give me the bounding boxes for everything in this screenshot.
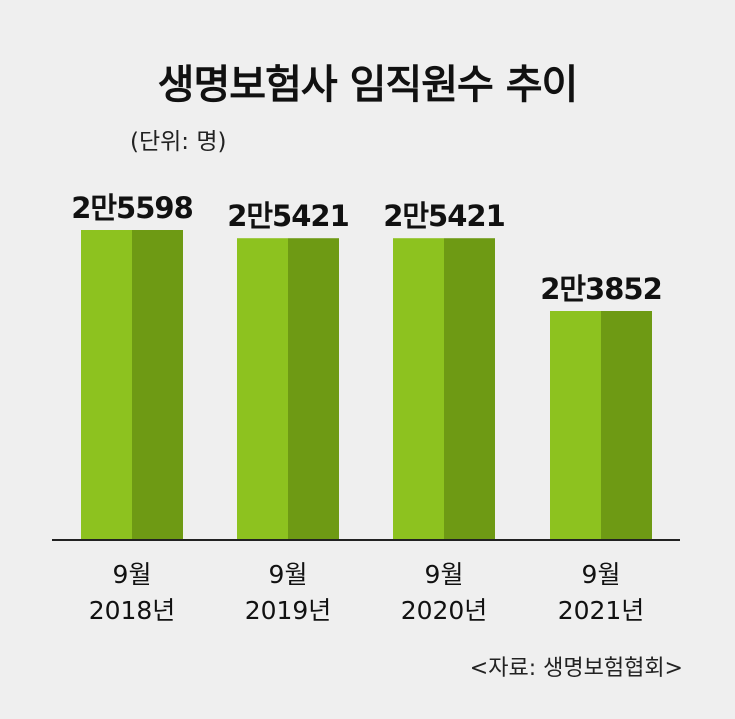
bars-group bbox=[81, 230, 652, 540]
data-label-1: 2만5421 bbox=[227, 199, 349, 233]
x-tick-year-1: 2019년 bbox=[245, 596, 332, 625]
bar-2-side bbox=[444, 238, 495, 540]
x-tick-labels-group: 9월 2018년 9월 2019년 9월 2020년 9월 2021년 bbox=[89, 560, 645, 625]
x-tick-month-3: 9월 bbox=[582, 560, 621, 589]
bar-0-front bbox=[81, 230, 132, 540]
bar-3-front bbox=[550, 311, 601, 540]
data-label-3: 2만3852 bbox=[540, 272, 662, 306]
unit-note: (단위: 명) bbox=[130, 129, 227, 155]
bar-0-side bbox=[132, 230, 183, 540]
x-tick-year-3: 2021년 bbox=[558, 596, 645, 625]
data-label-2: 2만5421 bbox=[383, 199, 505, 233]
x-tick-month-0: 9월 bbox=[113, 560, 152, 589]
bar-2-front bbox=[393, 238, 444, 540]
bar-1-side bbox=[288, 238, 339, 540]
data-label-0: 2만5598 bbox=[71, 191, 193, 225]
bar-3-side bbox=[601, 311, 652, 540]
x-tick-year-2: 2020년 bbox=[401, 596, 488, 625]
data-labels-group: 2만5598 2만5421 2만5421 2만3852 bbox=[71, 191, 663, 306]
x-tick-month-1: 9월 bbox=[269, 560, 308, 589]
bar-1-front bbox=[237, 238, 288, 540]
x-tick-year-0: 2018년 bbox=[89, 596, 176, 625]
x-tick-month-2: 9월 bbox=[425, 560, 464, 589]
chart-title: 생명보험사 임직원수 추이 bbox=[157, 62, 579, 108]
source-note: <자료: 생명보험협회> bbox=[469, 656, 683, 681]
